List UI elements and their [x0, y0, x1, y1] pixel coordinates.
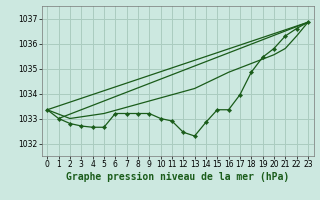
- X-axis label: Graphe pression niveau de la mer (hPa): Graphe pression niveau de la mer (hPa): [66, 172, 289, 182]
